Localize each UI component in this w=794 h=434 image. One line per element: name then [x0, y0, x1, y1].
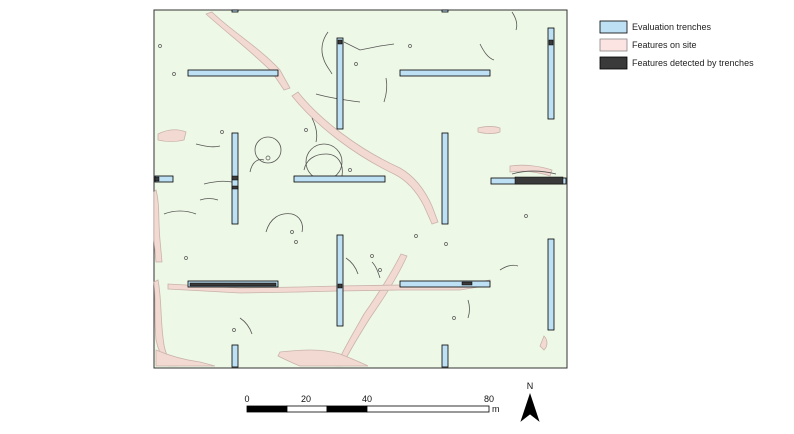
site-feature-band [477, 126, 501, 134]
trench[interactable] [547, 238, 555, 331]
trench[interactable] [231, 344, 239, 368]
pit [408, 44, 412, 48]
detected-feature [461, 281, 473, 286]
pit [158, 44, 162, 48]
linear-ditch [321, 31, 333, 75]
linear-ditch [479, 43, 495, 61]
pit [265, 155, 271, 161]
pit [290, 230, 294, 234]
pit [172, 72, 176, 76]
legend-swatch-features-on-site [599, 38, 628, 52]
trench[interactable] [441, 132, 449, 225]
detected-feature [514, 176, 564, 185]
trench[interactable] [399, 69, 491, 77]
pit [414, 234, 418, 238]
pit [184, 256, 188, 260]
trench[interactable] [187, 69, 279, 77]
detected-feature [189, 282, 277, 287]
pit [348, 168, 352, 172]
scale-label-80: 80 [484, 394, 494, 404]
north-arrow-icon [520, 393, 540, 422]
pit [370, 254, 374, 258]
site-feature-band [509, 164, 553, 177]
scale-segment [366, 405, 490, 413]
trench[interactable] [441, 9, 449, 13]
curvilinear-ditch [265, 213, 303, 233]
scale-segment [286, 405, 328, 413]
linear-ditch [383, 77, 388, 103]
legend-label-evaluation-trenches: Evaluation trenches [632, 22, 712, 32]
legend-label-features-on-site: Features on site [632, 40, 697, 50]
trench[interactable] [336, 234, 344, 327]
linear-ditch [311, 117, 318, 143]
linear-ditch [499, 264, 519, 271]
site-feature-band [291, 91, 439, 225]
pit [220, 130, 224, 134]
linear-ditch [239, 317, 253, 335]
outline-features-layer [163, 11, 557, 335]
map-frame [153, 9, 568, 369]
detected-feature [548, 39, 554, 46]
linear-ditch [345, 257, 359, 275]
scale-unit: m [492, 404, 500, 414]
pit [354, 62, 358, 66]
trench[interactable] [441, 344, 449, 368]
scale-label-40: 40 [362, 394, 372, 404]
scale-segment [246, 405, 288, 413]
pits-layer [158, 44, 528, 332]
linear-ditch [199, 198, 219, 201]
north-arrow-label: N [527, 381, 534, 391]
legend-swatch-features-detected [599, 56, 628, 70]
site-features-layer [153, 11, 553, 367]
site-feature-band [205, 11, 291, 91]
linear-ditch [203, 180, 233, 185]
linear-ditch [163, 210, 197, 215]
detected-feature [337, 39, 343, 45]
curvilinear-ditch [303, 153, 343, 177]
scale-label-20: 20 [301, 394, 311, 404]
legend: Evaluation trenches Features on site Fea… [599, 20, 754, 70]
scale-label-0: 0 [244, 394, 249, 404]
site-feature-band [157, 129, 187, 142]
linear-ditch [511, 11, 518, 31]
site-feature-band [277, 349, 369, 367]
linear-ditch [371, 261, 381, 279]
pit [294, 240, 298, 244]
legend-swatch-evaluation-trenches [599, 20, 628, 34]
legend-label-features-detected: Features detected by trenches [632, 58, 754, 68]
trench[interactable] [231, 9, 239, 13]
trench[interactable] [293, 175, 386, 183]
pit [444, 242, 448, 246]
detected-features-layer [154, 39, 564, 289]
linear-ditch [343, 41, 395, 51]
trench[interactable] [336, 37, 344, 130]
scale-bar: 0 20 40 80 m [244, 394, 499, 414]
linear-ditch [195, 143, 221, 148]
pit [232, 328, 236, 332]
linear-ditch [467, 299, 470, 319]
pit [524, 214, 528, 218]
linear-ditch [511, 170, 557, 175]
site-feature-band [539, 335, 548, 351]
detected-feature [231, 175, 239, 181]
detected-feature [231, 185, 239, 190]
ring-ditch [254, 136, 282, 164]
curvilinear-ditch [249, 159, 265, 173]
trench[interactable] [399, 280, 491, 288]
scale-segment [326, 405, 368, 413]
pit [304, 128, 308, 132]
site-feature-band [155, 349, 216, 367]
trench[interactable] [547, 27, 555, 120]
pit [452, 316, 456, 320]
pit [378, 268, 382, 272]
detected-feature [154, 176, 160, 182]
site-feature-band [153, 189, 163, 263]
north-arrow: N [520, 381, 540, 422]
detected-feature [337, 283, 343, 289]
